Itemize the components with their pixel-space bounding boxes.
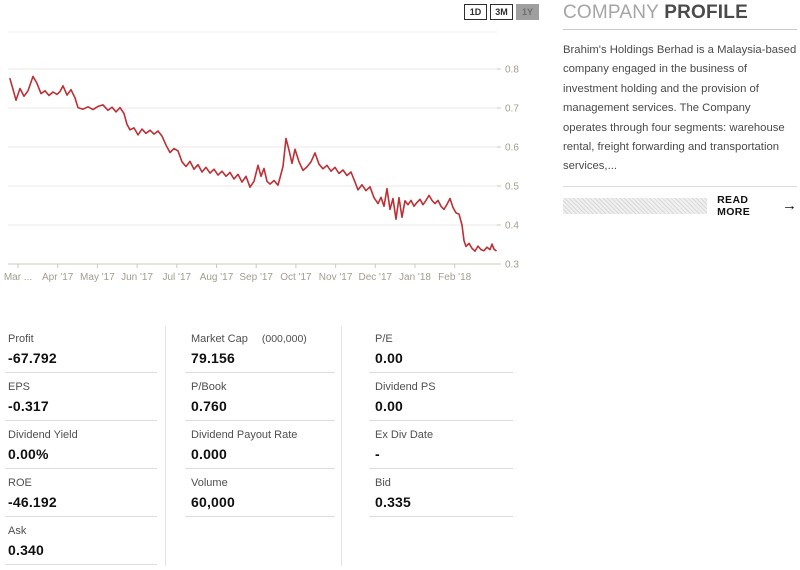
svg-text:Jan '18: Jan '18 — [399, 272, 431, 283]
metric-value: -67.792 — [8, 350, 57, 366]
svg-text:0.3: 0.3 — [505, 260, 519, 271]
metric-cell-roe: ROE -46.192 — [5, 470, 165, 518]
arrow-right-icon: → — [782, 196, 797, 214]
metric-note: (000,000) — [261, 333, 307, 345]
metric-value: 0.00 — [375, 398, 404, 414]
metric-value: 0.000 — [191, 446, 228, 462]
svg-text:0.6: 0.6 — [505, 143, 519, 154]
metric-cell-pbook: P/Book 0.760 — [165, 374, 341, 422]
metric-cell-eps: EPS -0.317 — [5, 374, 165, 422]
svg-text:0.8: 0.8 — [505, 65, 519, 76]
title-bold: PROFILE — [664, 2, 748, 23]
metric-cell-empty — [341, 518, 541, 566]
title-light: COMPANY — [563, 2, 665, 23]
metric-value: - — [375, 446, 380, 462]
svg-text:Mar ...: Mar ... — [4, 272, 32, 283]
svg-text:Aug '17: Aug '17 — [200, 272, 234, 283]
read-more-label: READ MORE — [717, 193, 751, 218]
price-chart-area: 0.8 0.7 0.6 0.5 0.4 0.3 Mar ... Apr '17 May '17 J… — [0, 0, 540, 300]
metric-label: P/E — [375, 333, 393, 345]
svg-text:0.7: 0.7 — [505, 104, 519, 115]
company-profile-title: COMPANY PROFILE — [563, 2, 797, 30]
metric-value: -0.317 — [8, 398, 49, 414]
metric-value: 0.00 — [375, 350, 404, 366]
metric-value: 0.340 — [8, 542, 45, 558]
read-more-row: READ MORE → — [563, 185, 797, 218]
svg-text:Jul '17: Jul '17 — [163, 272, 192, 283]
metric-cell-volume: Volume 60,000 — [165, 470, 341, 518]
svg-text:Nov '17: Nov '17 — [319, 272, 353, 283]
metric-cell-empty — [165, 518, 341, 566]
metric-cell-dividend-ps: Dividend PS 0.00 — [341, 374, 541, 422]
metric-cell-ex-div-date: Ex Div Date - — [341, 422, 541, 470]
metric-label: EPS — [8, 381, 31, 393]
company-profile-panel: COMPANY PROFILE Brahim's Holdings Berhad… — [563, 2, 797, 218]
svg-text:Dec '17: Dec '17 — [359, 272, 393, 283]
metric-cell-pe: P/E 0.00 — [341, 326, 541, 374]
metric-label: Market Cap (000,000) — [191, 333, 307, 345]
svg-text:0.4: 0.4 — [505, 221, 519, 232]
metric-value: 0.335 — [375, 494, 412, 510]
svg-text:Jun '17: Jun '17 — [121, 272, 153, 283]
period-button-1d[interactable]: 1D — [464, 4, 487, 20]
metric-value: 79.156 — [191, 350, 236, 366]
read-more-link[interactable]: READ MORE → — [717, 194, 797, 218]
metrics-grid: Profit -67.792 Market Cap (000,000) 79.15… — [5, 326, 541, 566]
metric-value: 0.760 — [191, 398, 228, 414]
metric-cell-profit: Profit -67.792 — [5, 326, 165, 374]
svg-text:0.5: 0.5 — [505, 182, 519, 193]
svg-text:Oct '17: Oct '17 — [280, 272, 312, 283]
metric-label: ROE — [8, 477, 32, 489]
svg-text:Apr '17: Apr '17 — [42, 272, 74, 283]
metric-cell-market-cap: Market Cap (000,000) 79.156 — [165, 326, 341, 374]
metric-cell-ask: Ask 0.340 — [5, 518, 165, 566]
metric-label: Profit — [8, 333, 34, 345]
metric-label: Volume — [191, 477, 228, 489]
metric-label: Ask — [8, 525, 27, 537]
hatch-bar — [563, 197, 708, 214]
svg-text:Feb '18: Feb '18 — [438, 272, 471, 283]
metric-value: -46.192 — [8, 494, 57, 510]
metric-label: Ex Div Date — [375, 429, 434, 441]
metric-value: 0.00% — [8, 446, 49, 462]
svg-text:Sep '17: Sep '17 — [239, 272, 273, 283]
svg-text:May '17: May '17 — [80, 272, 115, 283]
metric-label: Dividend Payout Rate — [191, 429, 298, 441]
metric-label: Dividend Yield — [8, 429, 78, 441]
metric-label: P/Book — [191, 381, 227, 393]
metric-label: Bid — [375, 477, 391, 489]
period-button-3m[interactable]: 3M — [490, 4, 513, 20]
period-button-1y[interactable]: 1Y — [516, 4, 539, 20]
metric-cell-dividend-yield: Dividend Yield 0.00% — [5, 422, 165, 470]
company-profile-text: Brahim's Holdings Berhad is a Malaysia-b… — [563, 44, 797, 173]
metric-cell-dividend-payout: Dividend Payout Rate 0.000 — [165, 422, 341, 470]
metric-value: 60,000 — [191, 494, 236, 510]
metric-cell-bid: Bid 0.335 — [341, 470, 541, 518]
metric-label: Dividend PS — [375, 381, 436, 393]
price-chart: 0.8 0.7 0.6 0.5 0.4 0.3 Mar ... Apr '17 May '17 J… — [4, 31, 519, 283]
column-divider — [341, 326, 342, 566]
column-divider — [165, 326, 166, 566]
